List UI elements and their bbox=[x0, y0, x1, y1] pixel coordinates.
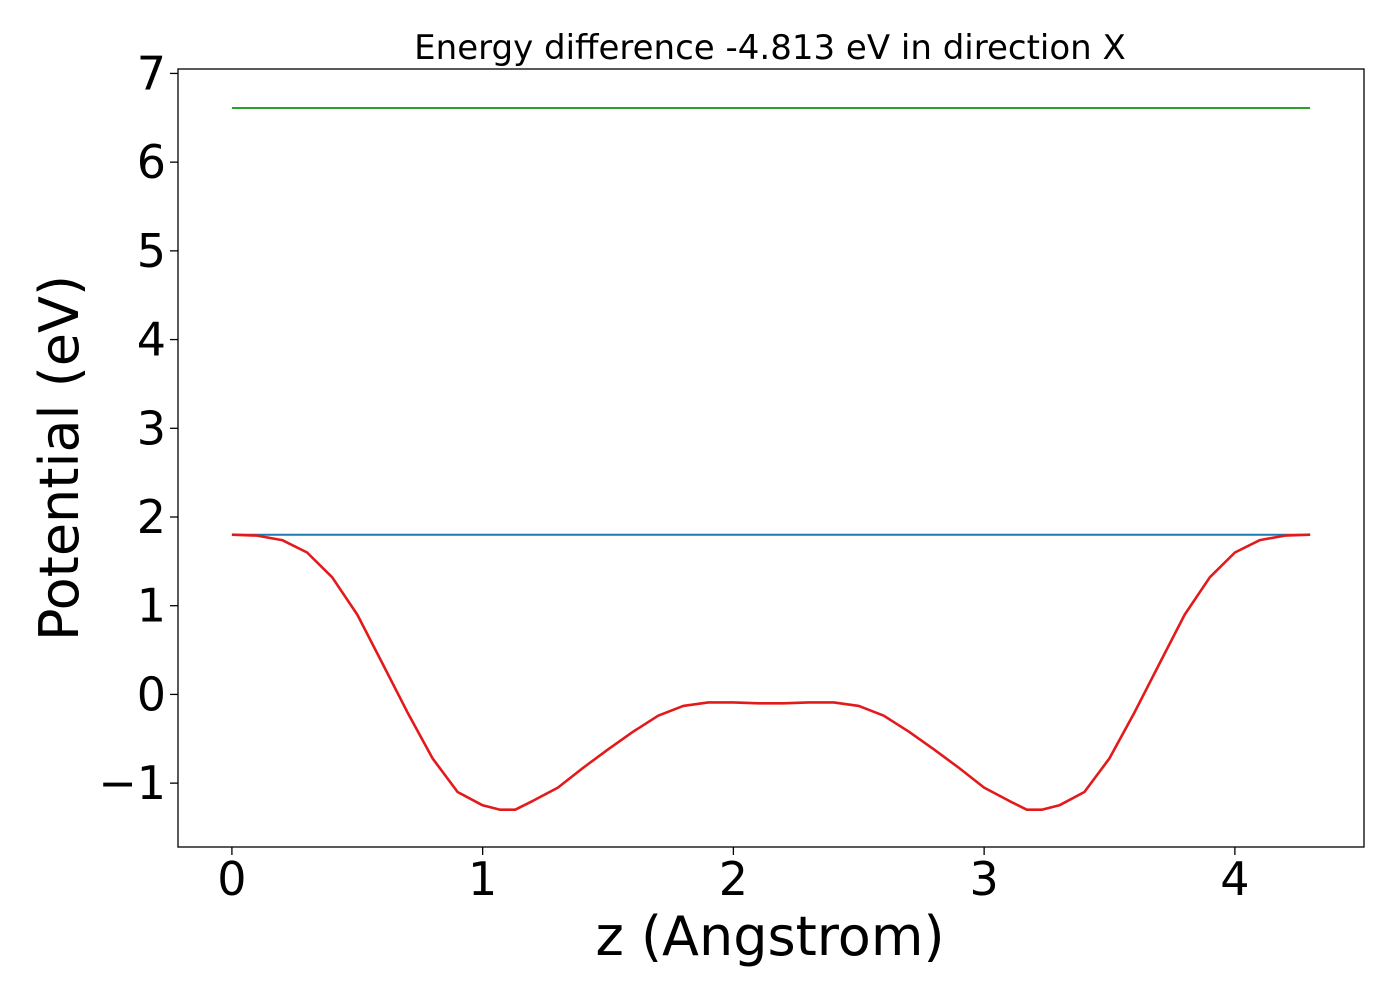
y-tick-label: 2 bbox=[137, 490, 166, 544]
y-tick-label: −1 bbox=[98, 756, 166, 810]
series-layer bbox=[231, 107, 1311, 812]
series-line-3 bbox=[231, 533, 1311, 812]
x-tick-label: 4 bbox=[1220, 852, 1249, 906]
y-tick-label: 7 bbox=[137, 46, 166, 100]
y-tick-label: 5 bbox=[137, 224, 166, 278]
plot-area-frame bbox=[177, 68, 1365, 848]
x-tick-label: 2 bbox=[719, 852, 748, 906]
y-tick-label: 6 bbox=[137, 135, 166, 189]
y-tick-label: 1 bbox=[137, 579, 166, 633]
x-axis-label: z (Angstrom) bbox=[595, 905, 944, 968]
x-axis-ticks: 0 1 2 3 4 bbox=[217, 847, 1250, 906]
y-tick-label: 4 bbox=[137, 313, 166, 367]
y-axis-label: Potential (eV) bbox=[28, 275, 91, 641]
y-axis-ticks: −1 0 1 2 3 4 5 6 7 bbox=[98, 46, 178, 810]
x-tick-label: 3 bbox=[969, 852, 998, 906]
x-tick-label: 0 bbox=[217, 852, 246, 906]
y-tick-label: 3 bbox=[137, 401, 166, 455]
y-tick-label: 0 bbox=[137, 667, 166, 721]
chart-title: Energy difference -4.813 eV in direction… bbox=[414, 28, 1126, 68]
x-tick-label: 1 bbox=[468, 852, 497, 906]
